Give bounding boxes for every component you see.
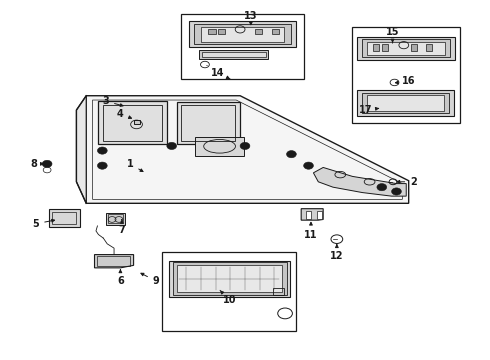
Polygon shape bbox=[202, 51, 266, 57]
Bar bbox=[306, 211, 311, 219]
Text: 16: 16 bbox=[395, 76, 416, 86]
Polygon shape bbox=[357, 90, 454, 116]
Circle shape bbox=[377, 184, 387, 191]
Polygon shape bbox=[195, 137, 244, 156]
Bar bbox=[162, 252, 296, 331]
Text: 1: 1 bbox=[127, 159, 143, 172]
Polygon shape bbox=[176, 265, 282, 292]
Circle shape bbox=[42, 160, 52, 167]
Polygon shape bbox=[357, 37, 455, 60]
Circle shape bbox=[392, 188, 401, 195]
Text: 6: 6 bbox=[117, 270, 124, 286]
Polygon shape bbox=[189, 22, 296, 46]
Bar bbox=[373, 44, 379, 51]
Bar bbox=[382, 44, 388, 51]
Circle shape bbox=[98, 147, 107, 154]
Text: 5: 5 bbox=[32, 219, 54, 229]
Polygon shape bbox=[201, 27, 284, 41]
Text: 7: 7 bbox=[119, 220, 125, 235]
Text: 2: 2 bbox=[397, 177, 417, 187]
Polygon shape bbox=[49, 210, 80, 226]
Polygon shape bbox=[198, 50, 269, 59]
Text: 17: 17 bbox=[360, 105, 379, 115]
Polygon shape bbox=[314, 167, 406, 196]
Polygon shape bbox=[134, 120, 140, 125]
Text: 8: 8 bbox=[30, 159, 44, 169]
Text: 12: 12 bbox=[330, 245, 343, 261]
Text: 10: 10 bbox=[220, 291, 236, 305]
Polygon shape bbox=[106, 213, 125, 225]
Polygon shape bbox=[76, 96, 86, 203]
Polygon shape bbox=[362, 40, 450, 57]
Polygon shape bbox=[301, 209, 323, 220]
Polygon shape bbox=[176, 102, 240, 144]
Circle shape bbox=[167, 142, 176, 149]
Circle shape bbox=[240, 142, 250, 149]
Bar bbox=[273, 288, 284, 296]
Bar bbox=[351, 27, 460, 123]
Text: 13: 13 bbox=[244, 11, 258, 25]
Polygon shape bbox=[362, 93, 449, 113]
Text: 15: 15 bbox=[386, 27, 399, 43]
Text: 9: 9 bbox=[141, 273, 159, 286]
Text: 14: 14 bbox=[211, 68, 230, 79]
Text: 4: 4 bbox=[117, 109, 131, 119]
Bar bbox=[318, 211, 322, 219]
Text: 3: 3 bbox=[102, 96, 123, 107]
Polygon shape bbox=[367, 41, 445, 55]
Polygon shape bbox=[194, 24, 292, 44]
Bar bbox=[180, 14, 304, 79]
Polygon shape bbox=[172, 262, 287, 295]
Polygon shape bbox=[169, 261, 290, 297]
Bar bbox=[255, 29, 262, 34]
Polygon shape bbox=[367, 95, 444, 111]
Bar bbox=[426, 44, 432, 51]
Polygon shape bbox=[98, 101, 167, 144]
Polygon shape bbox=[86, 96, 409, 203]
Circle shape bbox=[304, 162, 314, 169]
Bar bbox=[272, 29, 279, 34]
Polygon shape bbox=[95, 255, 134, 268]
Bar bbox=[208, 29, 216, 34]
Text: 11: 11 bbox=[304, 222, 318, 239]
Bar bbox=[218, 29, 225, 34]
Circle shape bbox=[98, 162, 107, 169]
Bar bbox=[411, 44, 417, 51]
Circle shape bbox=[287, 150, 296, 158]
